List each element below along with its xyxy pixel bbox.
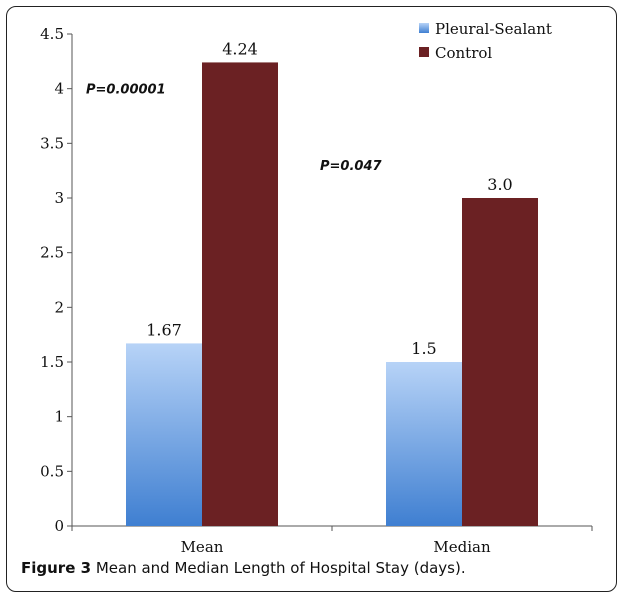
figure-caption: Figure 3 Mean and Median Length of Hospi… bbox=[21, 559, 466, 577]
y-tick-label: 1 bbox=[54, 408, 64, 426]
bar-pleural-sealant-mean bbox=[126, 343, 202, 526]
p-value-annotation: P=0.00001 bbox=[86, 83, 166, 98]
y-tick-label: 2.5 bbox=[40, 244, 64, 262]
y-tick-label: 3 bbox=[54, 189, 64, 207]
bar-control-median bbox=[462, 198, 538, 526]
data-label: 1.5 bbox=[411, 339, 436, 358]
data-label: 4.24 bbox=[222, 39, 258, 58]
x-category-label: Median bbox=[433, 538, 491, 556]
data-label: 3.0 bbox=[487, 175, 512, 194]
bar-pleural-sealant-median bbox=[386, 362, 462, 526]
legend-entry: Pleural-Sealant bbox=[435, 20, 552, 38]
bar-chart: 0 0.5 1 1.5 2 2.5 3 3.5 4 4.5 1.67 4.24 Mean 1.5 3.0 M… bbox=[40, 20, 593, 556]
figure-caption-text: Mean and Median Length of Hospital Stay … bbox=[95, 559, 466, 577]
bar-control-mean bbox=[202, 62, 278, 526]
y-tick-label: 2 bbox=[54, 298, 64, 316]
p-value-annotation: P=0.047 bbox=[320, 159, 382, 174]
figure-frame: 0 0.5 1 1.5 2 2.5 3 3.5 4 4.5 1.67 4.24 Mean 1.5 3.0 M… bbox=[6, 6, 617, 592]
x-category-label: Mean bbox=[181, 538, 224, 556]
chart-bars bbox=[126, 62, 538, 526]
figure-caption-label: Figure 3 bbox=[21, 559, 92, 577]
legend-entry: Control bbox=[435, 44, 492, 62]
y-tick-label: 4.5 bbox=[40, 25, 64, 43]
chart-axes: 0 0.5 1 1.5 2 2.5 3 3.5 4 4.5 bbox=[40, 25, 593, 535]
chart-labels: 1.67 4.24 Mean 1.5 3.0 Median P=0.00001 P=0.047 bbox=[86, 39, 513, 556]
y-tick-label: 1.5 bbox=[40, 353, 64, 371]
legend-swatch bbox=[419, 47, 429, 57]
data-label: 1.67 bbox=[146, 320, 182, 339]
y-tick-label: 0 bbox=[54, 517, 64, 535]
legend-swatch bbox=[419, 23, 429, 33]
y-tick-label: 3.5 bbox=[40, 134, 64, 152]
y-tick-label: 4 bbox=[54, 80, 64, 98]
chart-legend: Pleural-Sealant Control bbox=[419, 20, 552, 62]
y-tick-label: 0.5 bbox=[40, 462, 64, 480]
